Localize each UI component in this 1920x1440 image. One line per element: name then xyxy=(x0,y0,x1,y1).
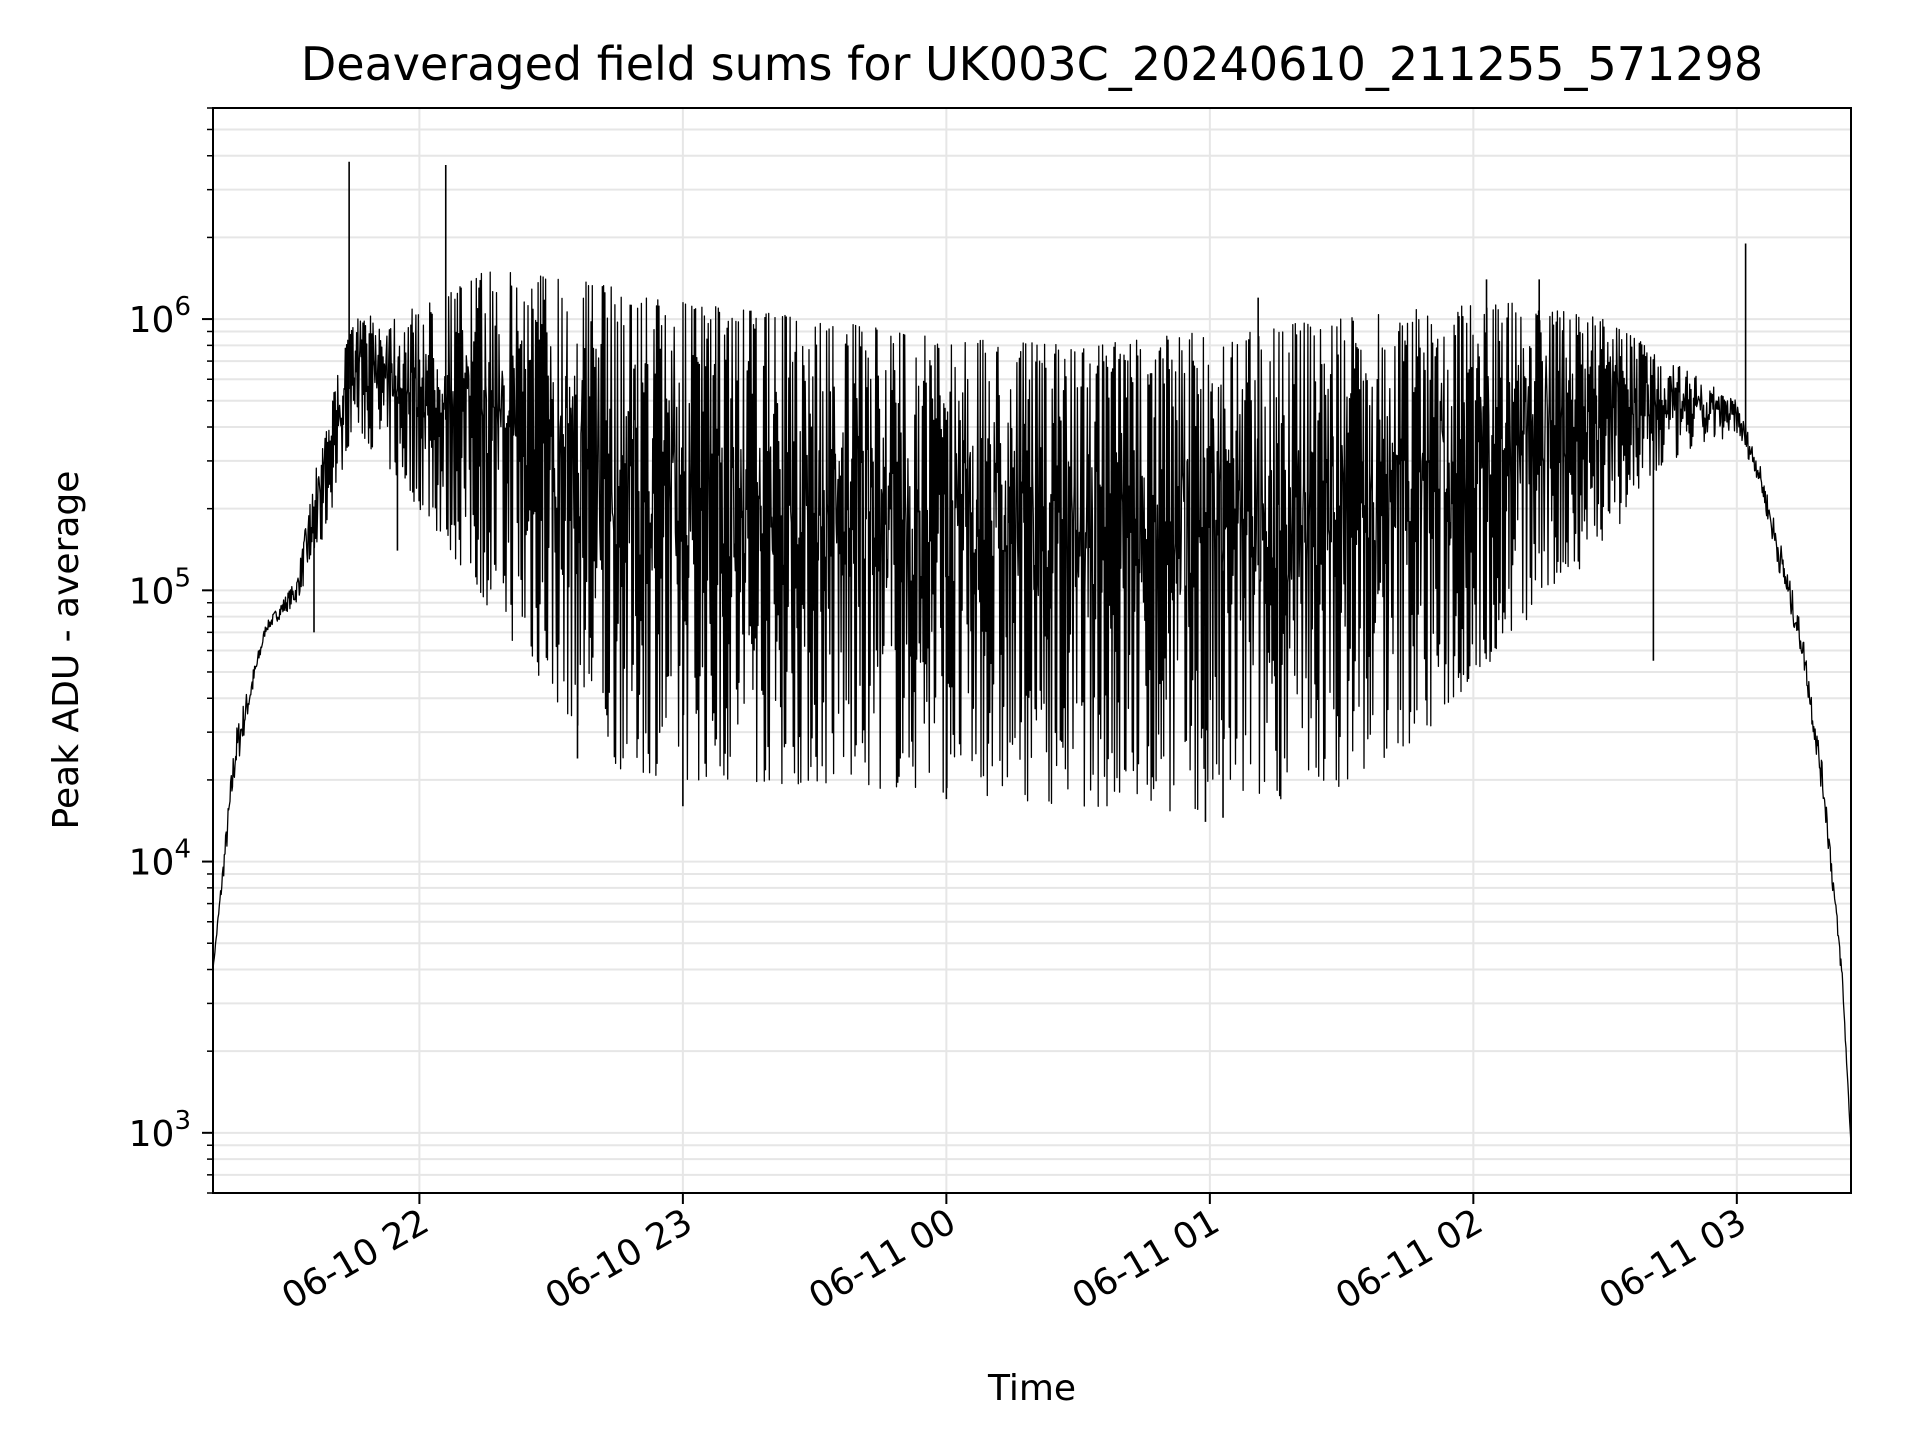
chart-title: Deaveraged field sums for UK003C_2024061… xyxy=(301,37,1763,91)
series-group xyxy=(212,161,1852,1146)
y-tick-label-base: 10 xyxy=(129,1114,175,1155)
y-tick-label-exponent: 6 xyxy=(174,292,191,322)
y-tick-label-base: 10 xyxy=(129,300,175,341)
y-tick-label: 104 xyxy=(129,835,191,884)
y-tick-label: 103 xyxy=(129,1106,191,1155)
series-line xyxy=(212,271,1852,1146)
x-axis-label: Time xyxy=(987,1368,1076,1409)
y-tick-label-exponent: 5 xyxy=(174,563,191,593)
y-axis-label: Peak ADU - average xyxy=(46,471,87,830)
y-tick-label-exponent: 4 xyxy=(174,835,191,865)
y-tick-label-exponent: 3 xyxy=(174,1106,191,1136)
y-tick-label-base: 10 xyxy=(129,843,175,884)
y-tick-label: 105 xyxy=(129,563,191,612)
y-tick-label: 106 xyxy=(129,292,191,341)
y-tick-label-base: 10 xyxy=(129,571,175,612)
